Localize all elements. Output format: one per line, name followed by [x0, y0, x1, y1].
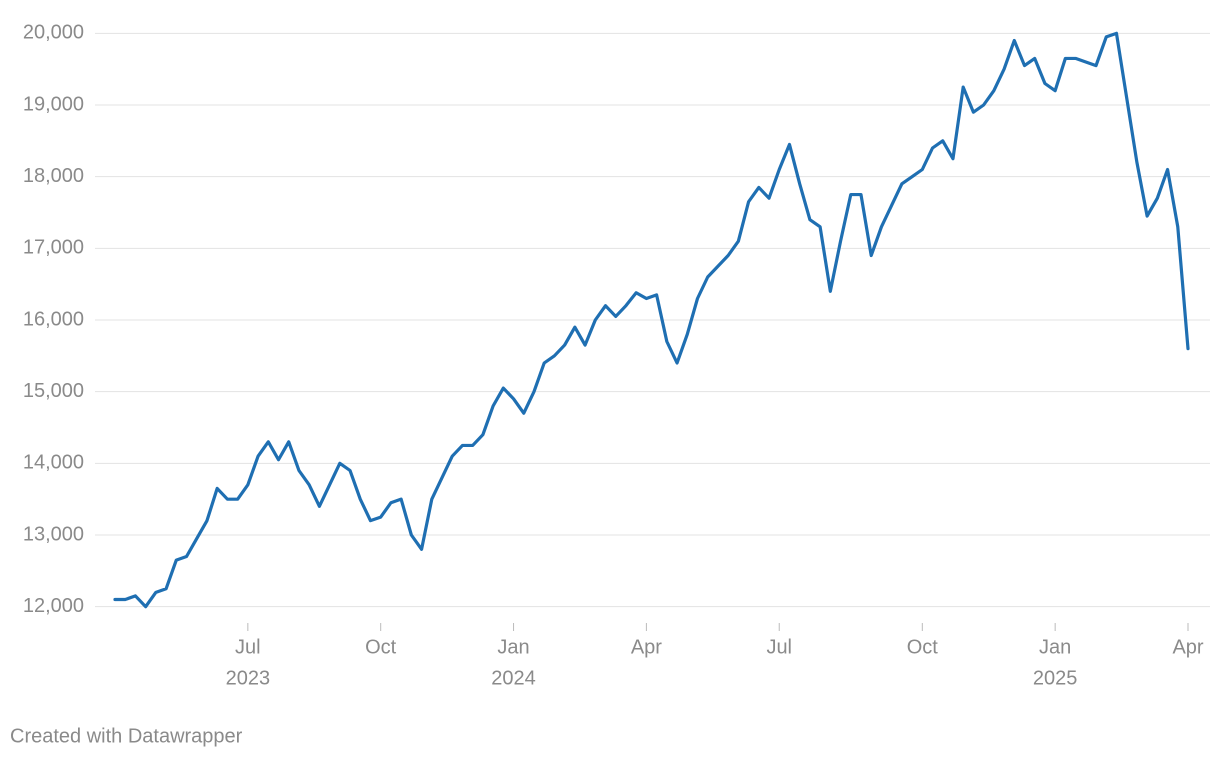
y-tick-label: 20,000 [23, 22, 84, 44]
line [113, 31, 1190, 609]
y-tick-label: 12,000 [23, 595, 84, 617]
x-year-label: 2024 [491, 667, 536, 689]
y-tick-label: 14,000 [23, 452, 84, 474]
y-tick-label: 18,000 [23, 165, 84, 187]
y-tick-label: 19,000 [23, 93, 84, 115]
x-tick-label: Oct [907, 636, 939, 658]
x-tick-label: Jan [497, 636, 529, 658]
x-tick-label: Apr [631, 636, 662, 658]
y-tick-label: 17,000 [23, 237, 84, 259]
x-tick-label: Jan [1039, 636, 1071, 658]
y-tick-label: 16,000 [23, 308, 84, 330]
footer: Created with Datawrapper [10, 725, 243, 747]
x-tick-label: Apr [1172, 636, 1203, 658]
x-year-label: 2023 [226, 667, 271, 689]
x-year-label: 2025 [1033, 667, 1078, 689]
x-tick-label: Jul [766, 636, 792, 658]
y-tick-label: 15,000 [23, 380, 84, 402]
x-tick-label: Oct [365, 636, 397, 658]
x-tick-label: Jul [235, 636, 261, 658]
y-tick-label: 13,000 [23, 523, 84, 545]
